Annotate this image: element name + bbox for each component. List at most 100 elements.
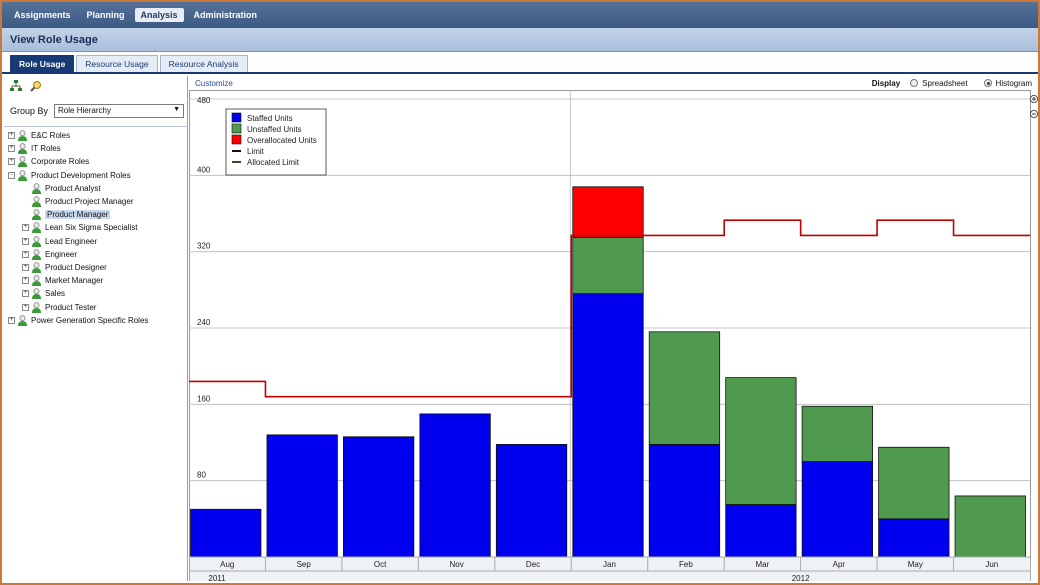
role-icon (32, 196, 41, 208)
staffed-bar[interactable] (878, 518, 950, 558)
nav-assignments[interactable]: Assignments (14, 10, 71, 20)
expand-icon[interactable]: + (8, 145, 15, 153)
legend-label: Limit (247, 147, 265, 156)
tree-node[interactable]: Product Manager (4, 208, 188, 221)
tree-node[interactable]: Product Analyst (4, 182, 188, 195)
role-icon (32, 262, 41, 273)
tree-node-label: Product Designer (45, 262, 107, 272)
tree-node[interactable]: + Sales (4, 287, 188, 300)
x-tick-label: Jan (603, 560, 616, 569)
expand-icon[interactable]: + (8, 158, 15, 166)
nav-analysis[interactable]: Analysis (134, 8, 184, 22)
expand-icon[interactable]: + (22, 224, 29, 232)
chevron-down-icon: ▼ (173, 106, 181, 113)
legend-swatch (231, 134, 242, 145)
group-by-select[interactable]: Role Hierarchy ▼ (54, 104, 185, 118)
expand-icon[interactable]: + (22, 250, 29, 258)
tree-node[interactable]: + IT Roles (4, 142, 188, 155)
staffed-bar[interactable] (725, 504, 797, 558)
hierarchy-icon[interactable] (10, 80, 22, 92)
customize-link[interactable]: Customize (195, 78, 233, 88)
tree-node[interactable]: + Engineer (4, 248, 188, 261)
expand-icon[interactable]: + (22, 290, 29, 298)
tree-node-label: Power Generation Specific Roles (31, 315, 149, 325)
tree-node[interactable]: Product Project Manager (4, 195, 188, 208)
expand-icon[interactable]: + (8, 132, 15, 140)
role-icon (18, 156, 27, 168)
group-by-row: Group By Role Hierarchy ▼ (10, 104, 185, 118)
tree-node-label: IT Roles (31, 144, 61, 154)
expand-icon[interactable]: + (22, 277, 29, 285)
expand-icon[interactable]: + (22, 263, 29, 271)
staffed-bar[interactable] (266, 434, 338, 558)
y-tick-label: 400 (197, 165, 211, 174)
x-tick-label: Dec (526, 560, 540, 569)
y-tick-label: 320 (197, 242, 211, 251)
tree-node[interactable]: + E&C Roles (4, 129, 188, 142)
tree-node-label: Product Project Manager (45, 197, 134, 207)
staffed-bar[interactable] (190, 508, 262, 558)
tree-node[interactable]: + Product Designer (4, 261, 188, 274)
tab-resource-usage[interactable]: Resource Usage (76, 55, 158, 72)
staffed-bar[interactable] (495, 444, 568, 558)
tree-node[interactable]: + Lean Six Sigma Specialist (4, 221, 188, 234)
role-tree-panel: Group By Role Hierarchy ▼ + E&C Roles + IT … (4, 76, 188, 581)
role-icon (32, 209, 41, 221)
histogram-header: Customize Display Spreadsheet Histogram (189, 76, 1038, 90)
legend-label: Unstaffed Units (247, 125, 302, 134)
tab-resource-analysis[interactable]: Resource Analysis (159, 55, 248, 72)
unstaffed-bar[interactable] (878, 446, 950, 520)
unstaffed-bar[interactable] (648, 331, 721, 445)
legend-box (225, 108, 327, 176)
unstaffed-bar[interactable] (572, 236, 644, 295)
role-usage-histogram: 80 160 240 320 400 480 Aug Sep Oct Nov Dec Jan Feb Ma… (189, 90, 1038, 581)
tree-node[interactable]: + Market Manager (4, 274, 188, 287)
search-icon[interactable] (30, 80, 42, 92)
staffed-bar[interactable] (343, 436, 415, 558)
display-label: Display (871, 78, 901, 88)
staffed-bar[interactable] (801, 461, 873, 558)
nav-administration[interactable]: Administration (193, 10, 258, 20)
tree-toolbar (4, 76, 187, 96)
staffed-bar[interactable] (419, 413, 491, 558)
staffed-bar[interactable] (648, 444, 721, 558)
x-tick-label: Jun (985, 560, 998, 569)
role-icon (32, 235, 41, 247)
x-tick-label: Aug (220, 560, 234, 569)
tree-node[interactable]: + Power Generation Specific Roles (4, 314, 188, 327)
zoom-in-glyph (1032, 97, 1036, 101)
tab-role-usage[interactable]: Role Usage (10, 55, 75, 72)
unstaffed-bar[interactable] (954, 495, 1026, 558)
histogram-label: Histogram (995, 78, 1032, 88)
role-icon (32, 222, 41, 234)
tree-node[interactable]: + Corporate Roles (4, 155, 188, 168)
tree-node-label: Product Analyst (45, 183, 101, 193)
tree-node[interactable]: + Lead Engineer (4, 235, 188, 248)
nav-planning[interactable]: Planning (86, 10, 125, 20)
role-icon (32, 183, 41, 194)
tree-node-label: Engineer (45, 249, 78, 259)
group-by-label: Group By (10, 106, 49, 116)
x-tick-label: Sep (297, 560, 312, 569)
collapse-icon[interactable]: - (8, 171, 15, 179)
legend-label: Staffed Units (247, 114, 293, 123)
expand-icon[interactable]: + (8, 316, 15, 324)
tree-node-label: Product Tester (45, 302, 97, 312)
tree-node[interactable]: + Product Tester (4, 300, 188, 313)
tree-node-label: Corporate Roles (31, 157, 90, 167)
group-by-value: Role Hierarchy (58, 106, 111, 115)
unstaffed-bar[interactable] (801, 405, 873, 462)
tree-node[interactable]: - Product Development Roles (4, 169, 188, 182)
expand-icon[interactable]: + (22, 237, 29, 245)
staffed-bar[interactable] (572, 293, 644, 558)
role-icon (18, 143, 27, 155)
unstaffed-bar[interactable] (725, 377, 797, 505)
overallocated-bar[interactable] (572, 186, 644, 238)
tree-node-label: Lean Six Sigma Specialist (45, 223, 138, 233)
expand-icon[interactable]: + (22, 303, 29, 311)
role-icon (18, 169, 27, 181)
tree-node-label: Sales (45, 289, 66, 299)
spreadsheet-radio[interactable] (910, 79, 919, 87)
histogram-radio[interactable] (983, 79, 992, 87)
